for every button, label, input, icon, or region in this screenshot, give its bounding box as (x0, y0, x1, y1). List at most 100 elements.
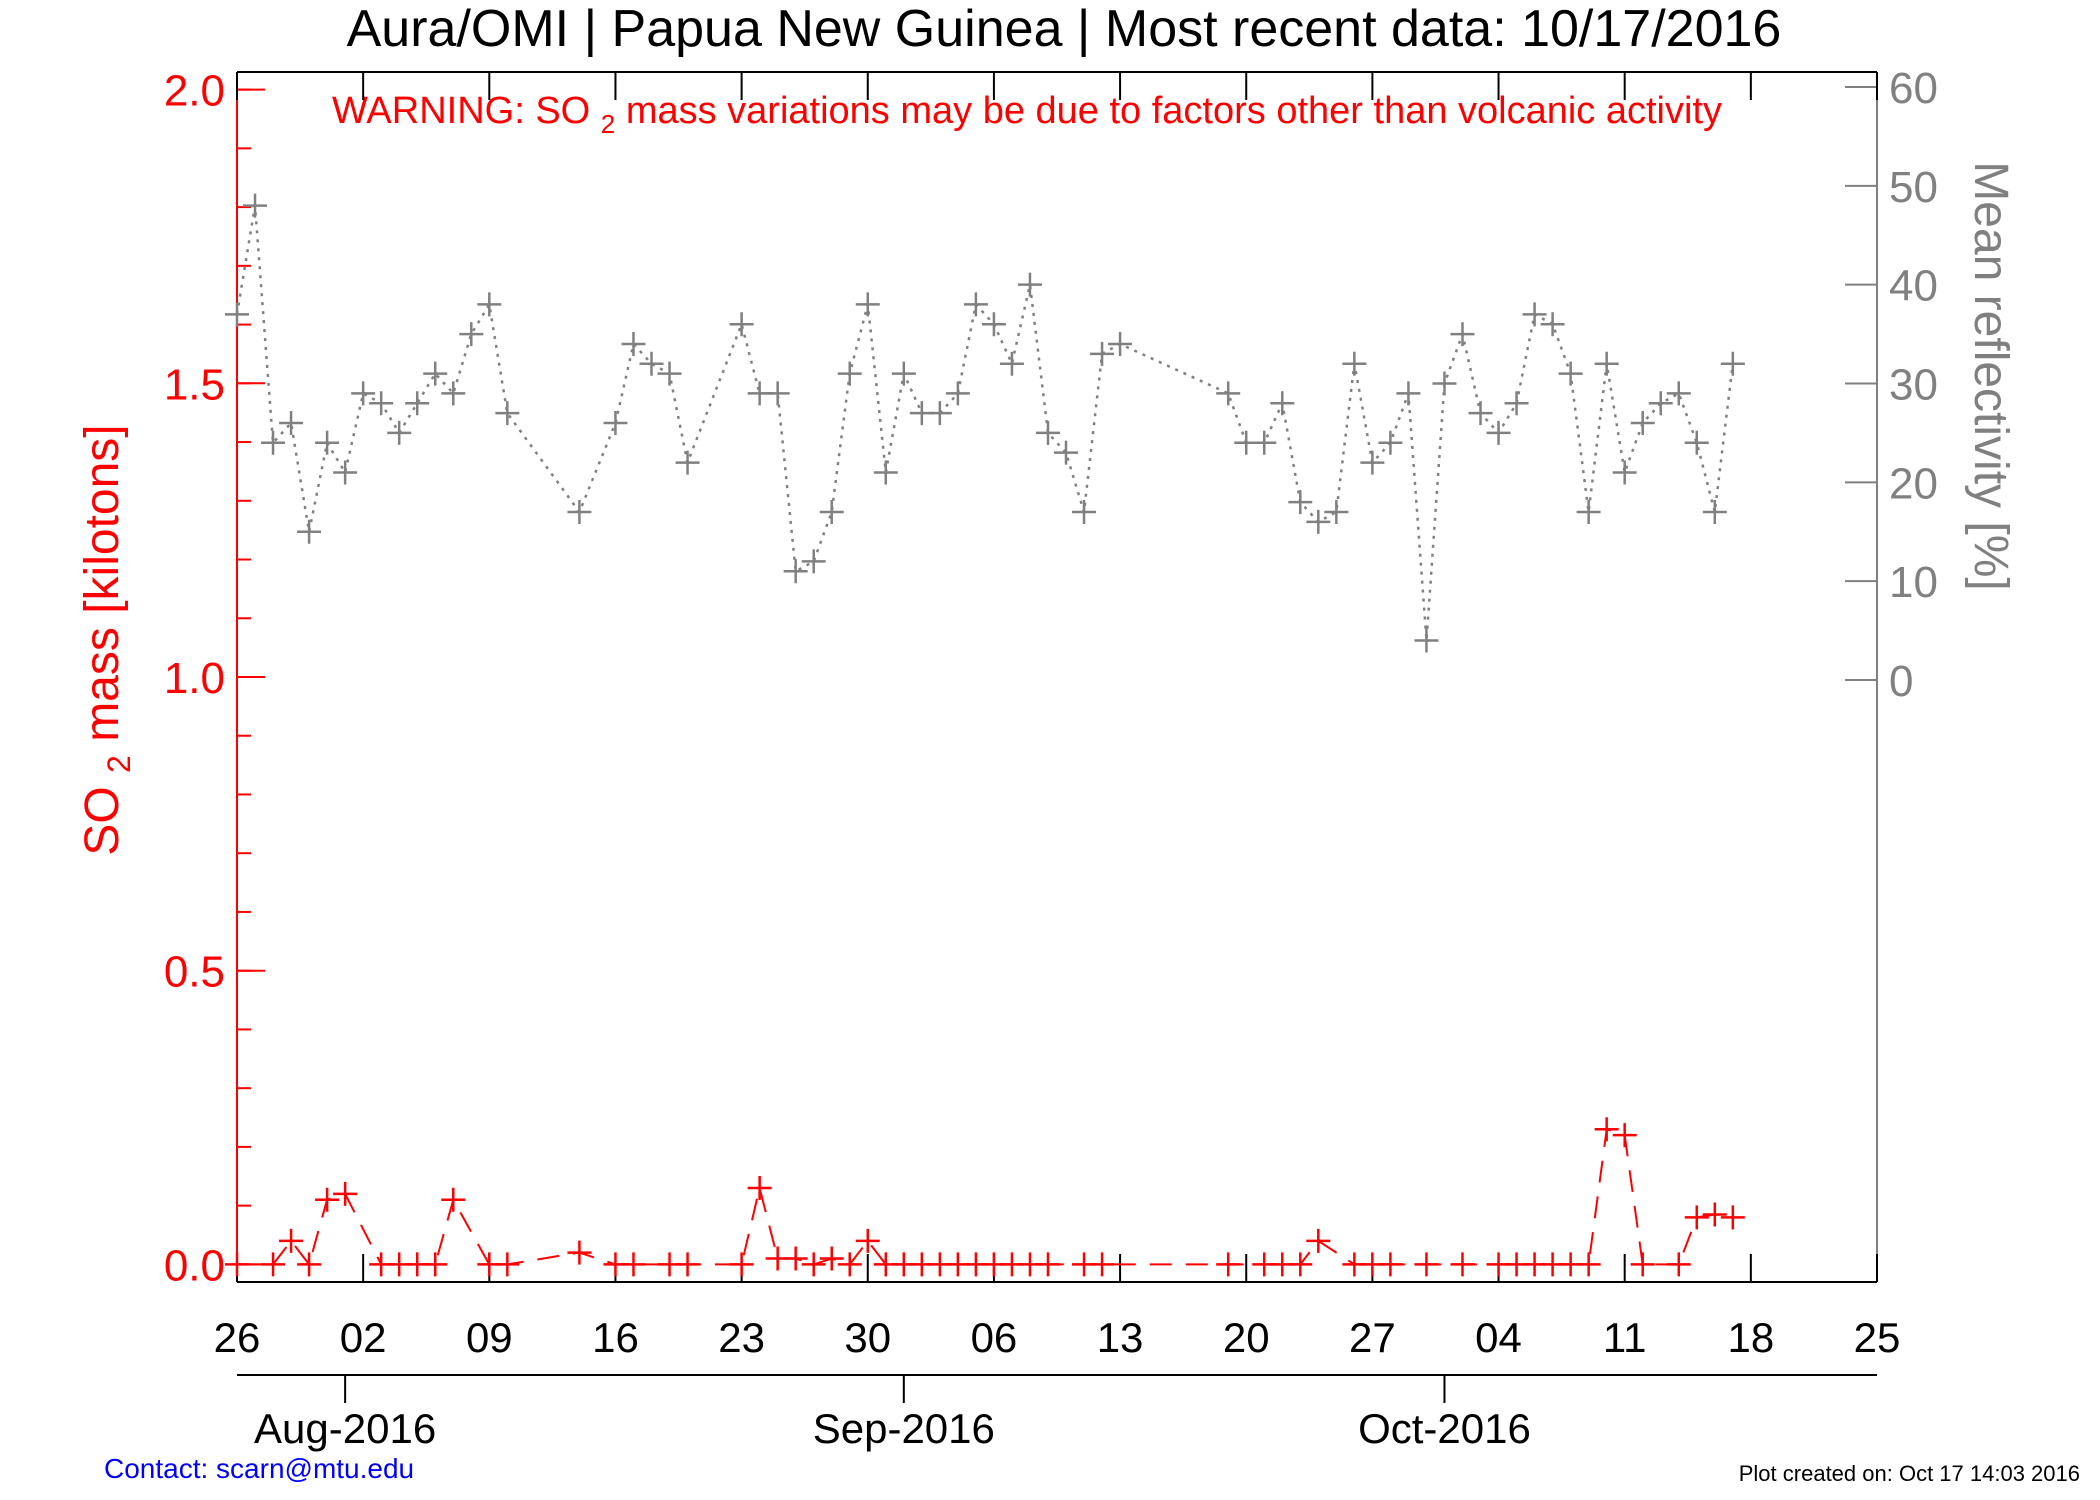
left-tick-label: 0.5 (164, 948, 225, 997)
reflectivity-point-marker (351, 381, 376, 406)
reflectivity-point-marker (225, 302, 249, 327)
x-tick-label: 26 (214, 1314, 261, 1361)
so2-point-marker (297, 1252, 322, 1277)
so2-point-marker (441, 1187, 466, 1212)
so2-point-marker (1035, 1252, 1060, 1277)
so2-point-marker (1288, 1252, 1313, 1277)
so2-point-marker (1630, 1252, 1655, 1277)
reflectivity-point-marker (333, 460, 358, 485)
reflectivity-point-marker (423, 361, 448, 386)
x-tick-label: 04 (1475, 1314, 1522, 1361)
reflectivity-point-marker (1342, 351, 1367, 376)
right-tick-label: 0 (1889, 657, 1913, 706)
reflectivity-point-marker (1396, 381, 1421, 406)
reflectivity-point-marker (1324, 499, 1349, 524)
so2-point-marker (315, 1187, 340, 1212)
reflectivity-point-marker (981, 312, 1006, 337)
reflectivity-point-marker (441, 381, 466, 406)
so2-point-marker (837, 1252, 862, 1277)
reflectivity-point-marker (1378, 430, 1403, 455)
reflectivity-point-marker (1288, 490, 1313, 515)
reflectivity-point-marker (891, 361, 916, 386)
so2-point-marker (1702, 1202, 1727, 1227)
reflectivity-point-marker (1468, 401, 1493, 426)
reflectivity-point-marker (657, 361, 682, 386)
x-tick-label: 16 (592, 1314, 639, 1361)
reflectivity-point-marker (315, 430, 340, 455)
left-axis-title-prefix: SO (76, 786, 129, 855)
reflectivity-point-marker (1720, 351, 1745, 376)
reflectivity-point-marker (1216, 381, 1241, 406)
reflectivity-point-marker (1666, 381, 1691, 406)
reflectivity-point-marker (1504, 391, 1529, 416)
right-axis-title: Mean reflectivity [%] (1964, 161, 2017, 590)
reflectivity-point-marker (387, 420, 412, 445)
left-tick-label: 1.0 (164, 654, 225, 703)
left-axis-title-suffix: mass [kilotons] (76, 424, 129, 741)
chart-title: Aura/OMI | Papua New Guinea | Most recen… (347, 0, 1782, 58)
left-tick-label: 0.0 (164, 1241, 225, 1290)
series-layer (225, 193, 1745, 1277)
reflectivity-point-marker (1630, 411, 1655, 436)
so2-point-marker (1576, 1252, 1601, 1277)
right-tick-label: 30 (1889, 361, 1938, 410)
reflectivity-point-marker (1252, 430, 1277, 455)
reflectivity-point-marker (999, 351, 1024, 376)
so2-point-marker (495, 1252, 520, 1277)
so2-point-marker (225, 1252, 249, 1277)
reflectivity-point-marker (1054, 440, 1079, 465)
so2-point-marker (819, 1246, 844, 1271)
month-label: Aug-2016 (254, 1405, 436, 1452)
reflectivity-point-marker (819, 499, 844, 524)
created-timestamp: Plot created on: Oct 17 14:03 2016 (1739, 1461, 2080, 1486)
so2-point-marker (729, 1252, 754, 1277)
so2-point-marker (333, 1181, 358, 1206)
reflectivity-point-marker (567, 499, 592, 524)
so2-point-marker (1216, 1252, 1241, 1277)
reflectivity-point-marker (945, 381, 970, 406)
so2-point-marker (1720, 1205, 1745, 1230)
reflectivity-point-marker (1684, 430, 1709, 455)
x-tick-label: 13 (1097, 1314, 1144, 1361)
so2-point-marker (1684, 1205, 1709, 1230)
reflectivity-point-marker (1612, 460, 1637, 485)
so2-point-marker (801, 1252, 826, 1277)
so2-point-marker (261, 1252, 286, 1277)
reflectivity-point-marker (621, 331, 646, 356)
reflectivity-point-marker (783, 559, 808, 584)
so2-point-marker (747, 1176, 772, 1201)
so2-point-marker (621, 1252, 646, 1277)
reflectivity-point-marker (1414, 628, 1439, 653)
reflectivity-point-marker (279, 411, 304, 436)
reflectivity-point-marker (603, 411, 628, 436)
x-tick-label: 20 (1223, 1314, 1270, 1361)
reflectivity-point-marker (855, 292, 880, 317)
right-tick-label: 60 (1889, 64, 1938, 113)
x-tick-label: 11 (1603, 1314, 1647, 1361)
right-tick-label: 50 (1889, 163, 1938, 212)
so2-point-marker (783, 1246, 808, 1271)
reflectivity-point-marker (1594, 351, 1619, 376)
so2-point-marker (1306, 1228, 1331, 1253)
axes-layer: 0.0 0.5 1.0 1.5 2.0 0 10 20 30 40 50 60 26 02 09 16 23 30… (164, 64, 1938, 1452)
warning-note: WARNING: SO 2 mass variations may be due… (332, 90, 1722, 142)
x-tick-label: 25 (1854, 1314, 1901, 1361)
so2-point-marker (423, 1252, 448, 1277)
left-tick-label: 1.5 (164, 360, 225, 409)
so2-point-marker (855, 1228, 880, 1253)
reflectivity-point-marker (1486, 420, 1511, 445)
reflectivity-point-marker (1306, 509, 1331, 534)
reflectivity-point-marker (405, 391, 430, 416)
so2-series-line (237, 1127, 1733, 1267)
reflectivity-point-marker (297, 519, 322, 544)
reflectivity-point-marker (459, 322, 484, 347)
so2-point-marker (1450, 1252, 1475, 1277)
x-tick-label: 09 (466, 1314, 513, 1361)
reflectivity-point-marker (963, 292, 988, 317)
reflectivity-point-marker (1450, 322, 1475, 347)
so2-point-marker (1594, 1117, 1619, 1142)
so2-point-marker (279, 1228, 304, 1253)
left-axis-title: SO 2 mass [kilotons] (76, 424, 141, 855)
reflectivity-point-marker (1648, 391, 1673, 416)
